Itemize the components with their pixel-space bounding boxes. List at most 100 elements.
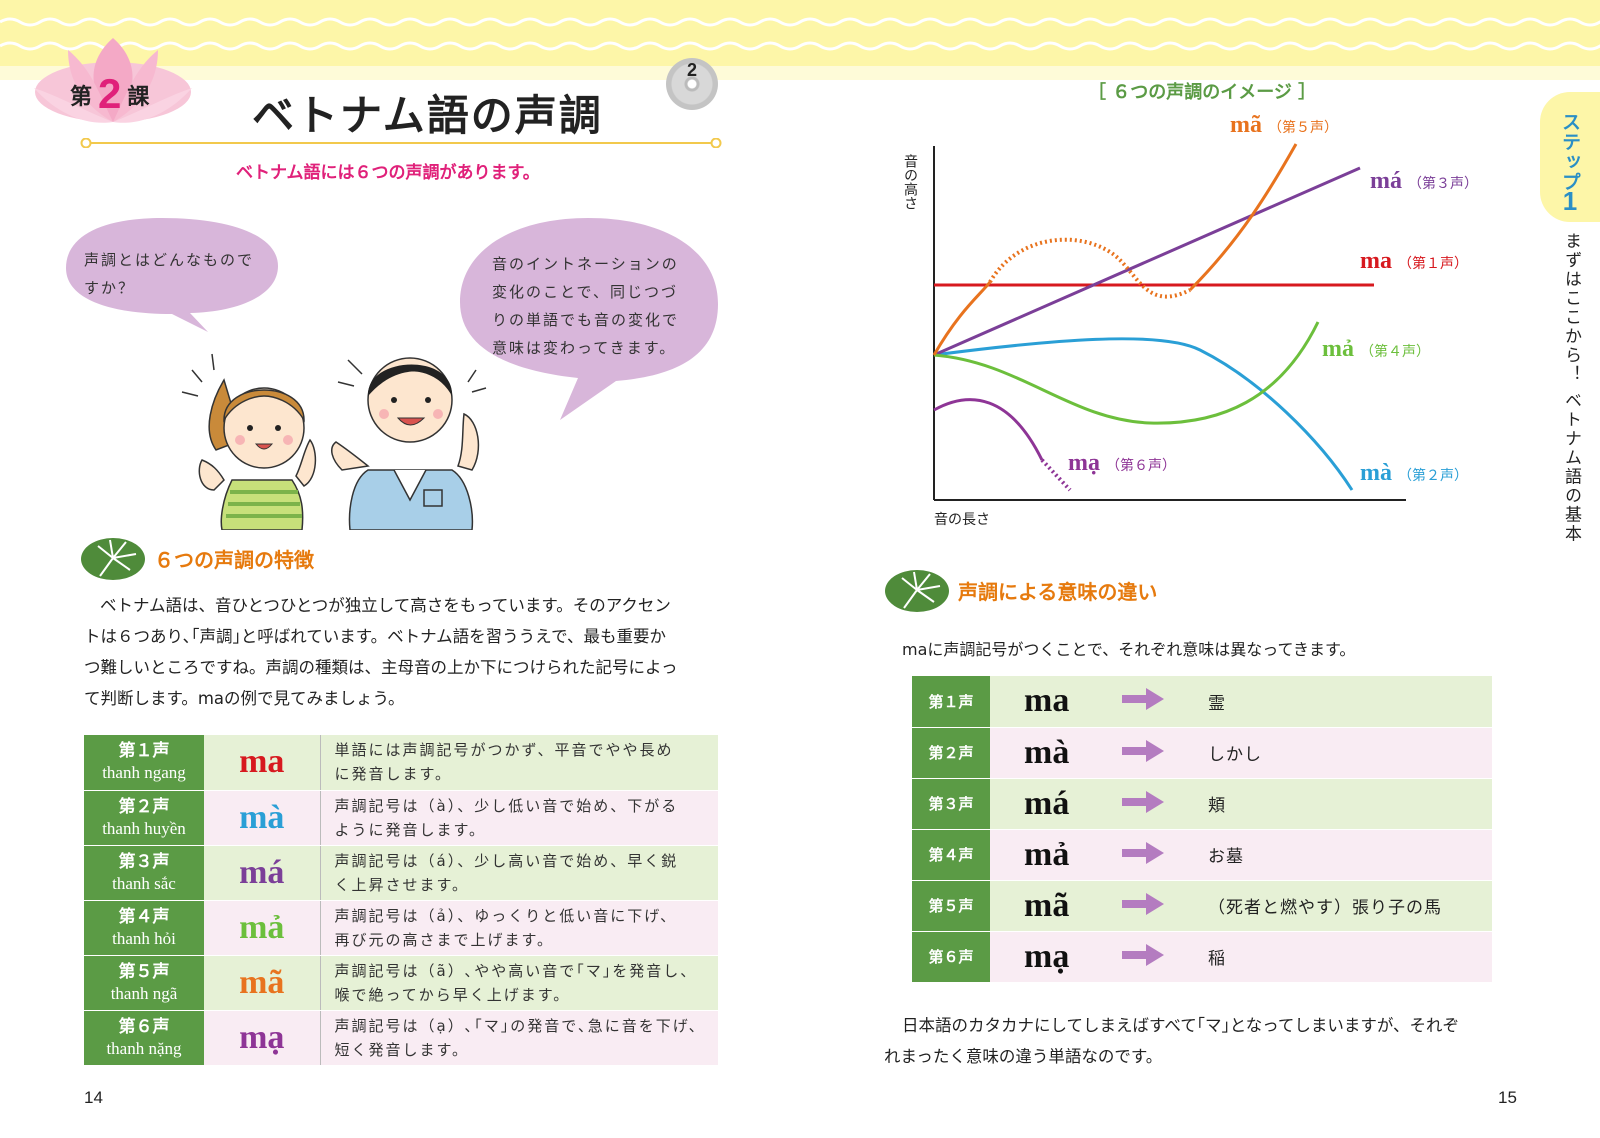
meaning-row: 第５声 mã （死者と燃やす）張り子の馬 (912, 880, 1492, 932)
meaning-row: 第１声 ma 霊 (912, 676, 1492, 728)
series-label: má （第３声） (1370, 168, 1478, 194)
meaning-row: 第６声 mạ 稲 (912, 931, 1492, 983)
boy-answer-line: 意味は変わってきます。 (492, 339, 677, 357)
meaning-row: 第３声 má 頬 (912, 778, 1492, 830)
series-word: mà (1360, 460, 1392, 486)
meaning-word: mạ (990, 931, 1120, 983)
tone-name-cell: 第６声 thanh nặng (84, 1010, 204, 1066)
tone-name: 第２声 (118, 796, 170, 817)
series-tone: （第２声） (1398, 467, 1468, 484)
x-axis-label: 音の長さ (934, 511, 990, 528)
chart-title: ［ ６つの声調のイメージ ］ (1088, 82, 1317, 103)
tone-description-line: く上昇させます。 (334, 875, 470, 894)
tone-description-line: 声調記号は（à）、少し低い音で始め、下がる (334, 796, 679, 815)
tone-description-line: 短く発音します。 (334, 1040, 470, 1059)
characters-illustration (181, 353, 487, 530)
meaning-text: 霊 (1208, 676, 1492, 728)
series-line (933, 321, 1320, 425)
audio-track-icon[interactable]: 2 (666, 58, 718, 110)
tone-vietnamese-name: thanh huyền (102, 818, 186, 838)
arrow-right-icon (1120, 829, 1208, 881)
tone-description-line: 声調記号は（ạ）､｢マ｣の発音で､急に音を下げ、 (334, 1016, 706, 1035)
girl-question: 声調とはどんなもので すか？ (84, 246, 254, 302)
tone-name-cell: 第３声 thanh sắc (84, 845, 204, 901)
series-label: mạ （第６声） (1068, 450, 1176, 476)
arrow-right-icon (1120, 778, 1208, 830)
chart-labels-group: ma （第１声） mà （第２声） má （第３声） mả （第４声） mã （第５声） mạ （第６… (1068, 112, 1478, 486)
tone-description-line: に発音します。 (334, 765, 453, 784)
tone-name-cell: 第４声 thanh hỏi (84, 900, 204, 956)
tone-description-line: ように発音します。 (334, 820, 487, 839)
series-line (1188, 143, 1298, 292)
meaning-text: お墓 (1208, 829, 1492, 881)
intro-line: つ難しいところですね。声調の種類は、主母音の上か下につけられた記号によっ (84, 658, 678, 677)
speech-bubble-girl (66, 218, 278, 332)
section-heading-meaning: 声調による意味の違い (884, 566, 1224, 616)
leaf-icon (885, 570, 949, 612)
step-tab-label: ステップ (1559, 112, 1581, 192)
title-underline (80, 138, 722, 148)
series-tone: （第１声） (1398, 255, 1468, 272)
meaning-tone: 第４声 (912, 829, 990, 881)
tone-row: 第６声 thanh nặng mạ 声調記号は（ạ）､｢マ｣の発音で､急に音を下げ、短… (84, 1010, 718, 1066)
tone-table: 第１声 thanh ngang ma 単語には声調記号がつかず、平音でやや長め に発音し… (84, 735, 718, 1066)
meaning-row: 第２声 mà しかし (912, 727, 1492, 779)
tone-vietnamese-name: thanh nặng (106, 1038, 182, 1058)
meaning-tone: 第５声 (912, 880, 990, 932)
meaning-word: mà (990, 727, 1120, 779)
tone-row: 第２声 thanh huyền mà 声調記号は（à）、少し低い音で始め、下がる ように… (84, 790, 718, 846)
tone-description-line: 喉で絶ってから早く上げます。 (334, 985, 571, 1004)
tone-word: má (204, 845, 321, 901)
series-word: má (1370, 168, 1402, 194)
tone-description: 声調記号は（à）、少し低い音で始め、下がる ように発音します。 (320, 790, 718, 846)
step-tab[interactable] (1540, 92, 1600, 222)
tone-word: mà (204, 790, 321, 846)
meaning-word: má (990, 778, 1120, 830)
section-heading-features: ６つの声調の特徴 (80, 534, 380, 584)
arrow-right-icon (1120, 880, 1208, 932)
tone-name: 第３声 (118, 851, 170, 872)
series-line-dotted (988, 237, 1191, 299)
series-word: mả (1322, 336, 1354, 362)
tone-description-line: 単語には声調記号がつかず、平音でやや長め (334, 741, 674, 760)
lesson-number: 2 (98, 70, 122, 117)
arrow-right-icon (1120, 931, 1208, 983)
tone-vietnamese-name: thanh ngã (110, 983, 178, 1003)
section-title: 声調による意味の違い (958, 580, 1158, 604)
leaf-icon (81, 538, 145, 580)
tone-name-cell: 第１声 thanh ngang (84, 735, 204, 791)
series-word: mã (1230, 112, 1262, 138)
series-word: mạ (1068, 450, 1100, 476)
meaning-text: しかし (1208, 727, 1492, 779)
meaning-table: 第１声 ma 霊第２声 mà しかし 第３声 má 頬第４声 mả お墓 第５声 mã （死者と燃やす）… (912, 676, 1492, 983)
tone-word: mạ (204, 1010, 321, 1066)
tone-description: 声調記号は（ạ）､｢マ｣の発音で､急に音を下げ、 短く発音します。 (320, 1010, 718, 1066)
closing-line: 日本語のカタカナにしてしまえばすべて｢マ｣となってしまいますが、それぞ (902, 1016, 1460, 1035)
chart-axes (933, 146, 1406, 501)
series-tone: （第５声） (1268, 119, 1338, 136)
lotus-icon (34, 38, 192, 123)
girl-question-line: すか？ (84, 279, 136, 297)
step-tab-number: 1 (1562, 186, 1578, 216)
boy-answer: 音のイントネーションの 変化のことで、同じつづ りの単語でも音の変化で 意味は変… (492, 250, 679, 362)
boy-answer-line: 音のイントネーションの (492, 255, 679, 273)
girl-question-line: 声調とはどんなもので (84, 251, 255, 269)
tone-description: 単語には声調記号がつかず、平音でやや長め に発音します。 (320, 735, 718, 791)
tone-vietnamese-name: thanh ngang (102, 763, 186, 783)
meaning-word: ma (990, 676, 1120, 728)
tone-description: 声調記号は（á）、少し高い音で始め、早く鋭 く上昇させます。 (320, 845, 718, 901)
lesson-suffix: 課 (127, 85, 150, 110)
series-tone: （第６声） (1106, 457, 1176, 474)
meaning-text: （死者と燃やす）張り子の馬 (1208, 880, 1492, 932)
meaning-text: 稲 (1208, 931, 1492, 983)
closing-paragraph: 日本語のカタカナにしてしまえばすべて｢マ｣となってしまいますが、それぞ れまった… (884, 1010, 1524, 1072)
series-line-dotted (1040, 458, 1072, 492)
tone-name-cell: 第５声 thanh ngã (84, 955, 204, 1011)
tone-name: 第１声 (118, 741, 170, 762)
tone-description-line: 声調記号は（ã）､やや高い音で｢マ｣を発音し、 (334, 961, 698, 980)
meaning-tone: 第６声 (912, 931, 990, 983)
tone-row: 第３声 thanh sắc má 声調記号は（á）、少し高い音で始め、早く鋭 く上昇させ… (84, 845, 718, 901)
series-word: ma (1360, 248, 1392, 274)
page-title: ベトナム語の声調 (252, 91, 603, 140)
speech-bubble-boy (460, 218, 718, 420)
